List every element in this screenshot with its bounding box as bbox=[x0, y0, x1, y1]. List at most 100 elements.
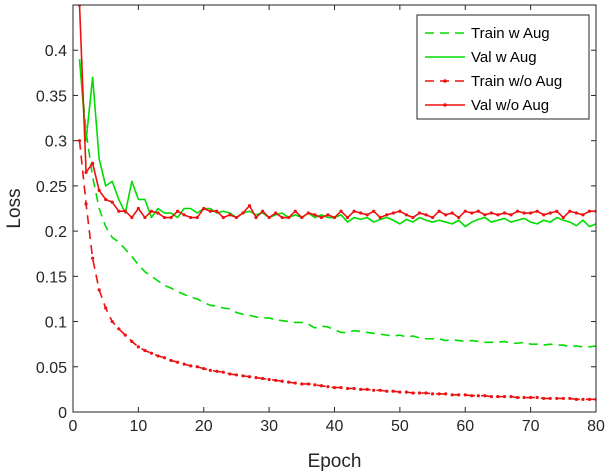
data-point bbox=[143, 348, 147, 353]
data-point bbox=[535, 209, 539, 213]
data-point bbox=[457, 215, 461, 220]
data-point bbox=[130, 339, 134, 344]
data-point bbox=[463, 209, 467, 213]
data-point bbox=[293, 381, 297, 385]
data-point bbox=[437, 392, 441, 396]
data-point bbox=[123, 209, 127, 213]
data-point bbox=[228, 213, 232, 217]
x-tick-label: 20 bbox=[195, 418, 213, 435]
data-point bbox=[365, 387, 369, 391]
data-point bbox=[398, 390, 402, 394]
legend-label-train-w-aug: Train w Aug bbox=[471, 25, 550, 42]
data-point bbox=[287, 380, 291, 384]
legend: Train w Aug Val w Aug Train w/o Aug Val … bbox=[416, 14, 590, 120]
x-tick-label: 60 bbox=[456, 418, 474, 435]
data-point bbox=[182, 362, 186, 366]
data-point bbox=[117, 327, 121, 331]
data-point bbox=[561, 215, 565, 220]
data-point bbox=[463, 393, 467, 397]
data-point bbox=[254, 215, 258, 220]
data-point bbox=[202, 206, 206, 211]
data-point bbox=[117, 209, 121, 213]
data-point bbox=[450, 393, 454, 397]
data-point bbox=[313, 383, 317, 387]
data-point bbox=[234, 215, 239, 220]
data-point bbox=[189, 364, 193, 368]
data-point bbox=[587, 209, 592, 213]
data-point bbox=[522, 395, 526, 400]
series-train-woo-aug bbox=[77, 139, 596, 401]
data-point bbox=[241, 211, 245, 215]
data-point bbox=[359, 211, 363, 215]
data-point bbox=[149, 209, 154, 213]
x-tick-label: 70 bbox=[522, 418, 540, 435]
data-point bbox=[182, 213, 186, 217]
data-point bbox=[110, 319, 114, 324]
data-point bbox=[430, 215, 435, 220]
data-point bbox=[104, 306, 108, 310]
data-point bbox=[293, 209, 297, 213]
data-point bbox=[313, 213, 317, 217]
series-val-woo-aug bbox=[77, 5, 596, 220]
data-point bbox=[195, 215, 199, 220]
data-point bbox=[97, 288, 101, 292]
data-point bbox=[176, 209, 180, 213]
data-point bbox=[555, 209, 559, 213]
data-point bbox=[417, 211, 422, 215]
x-tick-label: 80 bbox=[587, 418, 605, 435]
data-point bbox=[221, 370, 225, 374]
data-point bbox=[359, 387, 363, 391]
series-line-train-woo-aug bbox=[78, 140, 596, 401]
data-point bbox=[365, 213, 369, 217]
y-tick-label: 0 bbox=[58, 405, 67, 422]
data-point bbox=[280, 379, 284, 383]
data-point bbox=[470, 394, 474, 398]
data-point bbox=[228, 372, 232, 376]
data-point bbox=[529, 211, 533, 215]
data-point bbox=[378, 388, 382, 392]
data-point bbox=[97, 188, 101, 193]
data-point bbox=[502, 211, 507, 215]
data-point bbox=[274, 378, 278, 382]
data-point bbox=[378, 215, 382, 220]
data-point bbox=[156, 354, 160, 358]
data-point bbox=[568, 209, 572, 213]
data-point bbox=[300, 382, 304, 386]
data-point bbox=[417, 391, 422, 395]
data-point bbox=[404, 213, 409, 217]
x-tick-label: 50 bbox=[391, 418, 409, 435]
series-line-train-w-aug bbox=[78, 59, 596, 348]
data-point bbox=[208, 368, 212, 372]
data-point bbox=[568, 396, 572, 401]
x-tick-label: 30 bbox=[260, 418, 278, 435]
data-point bbox=[404, 390, 409, 394]
y-tick-label: 0.05 bbox=[36, 360, 67, 377]
data-point bbox=[483, 394, 487, 398]
legend-label-val-wo-aug: Val w/o Aug bbox=[471, 97, 549, 114]
data-point bbox=[385, 389, 389, 393]
data-point bbox=[84, 202, 88, 206]
data-point bbox=[522, 211, 526, 215]
data-point bbox=[345, 386, 350, 391]
data-point bbox=[215, 209, 219, 213]
data-point bbox=[123, 333, 127, 337]
data-point bbox=[189, 215, 193, 220]
data-point bbox=[104, 197, 108, 202]
data-point bbox=[444, 392, 448, 396]
data-point bbox=[411, 391, 415, 395]
data-point bbox=[162, 356, 167, 360]
data-point bbox=[470, 211, 474, 215]
data-point bbox=[430, 392, 435, 396]
data-point bbox=[345, 215, 350, 220]
y-tick-label: 0.35 bbox=[36, 88, 67, 105]
data-point bbox=[110, 200, 114, 204]
data-point bbox=[136, 206, 140, 211]
y-axis-title: Loss bbox=[4, 188, 25, 228]
data-point bbox=[587, 397, 592, 401]
legend-label-val-w-aug: Val w Aug bbox=[471, 49, 537, 66]
data-point bbox=[496, 213, 500, 217]
data-point bbox=[267, 377, 271, 382]
series-line-val-w-aug bbox=[78, 59, 596, 228]
data-point bbox=[274, 211, 278, 215]
data-point bbox=[215, 369, 219, 373]
